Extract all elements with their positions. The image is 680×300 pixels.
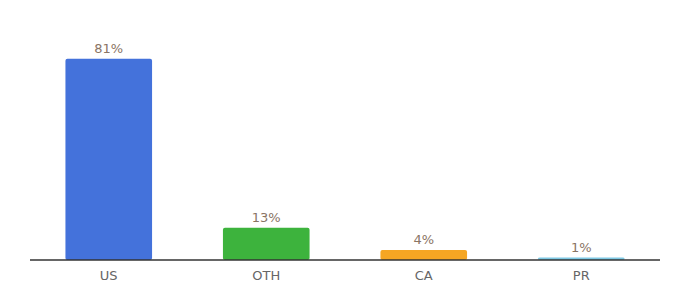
data-labels: 81% 13% 4% 1% — [94, 41, 591, 255]
data-label: 13% — [252, 210, 281, 225]
bar — [65, 59, 152, 260]
x-tick-label: OTH — [252, 268, 280, 283]
bar — [380, 250, 467, 260]
data-label: 1% — [571, 240, 592, 255]
x-tick-label: US — [100, 268, 118, 283]
x-tick-label: CA — [415, 268, 433, 283]
chart-container: 81% 13% 4% 1% US OTH CA PR — [0, 0, 680, 300]
x-tick-labels: US OTH CA PR — [100, 268, 590, 283]
plot-area — [65, 59, 624, 260]
data-label: 4% — [413, 232, 434, 247]
chart: 81% 13% 4% 1% US OTH CA PR — [0, 0, 680, 300]
bar — [223, 228, 310, 260]
x-axis-line — [30, 259, 660, 261]
x-tick-label: PR — [573, 268, 590, 283]
data-label: 81% — [94, 41, 123, 56]
